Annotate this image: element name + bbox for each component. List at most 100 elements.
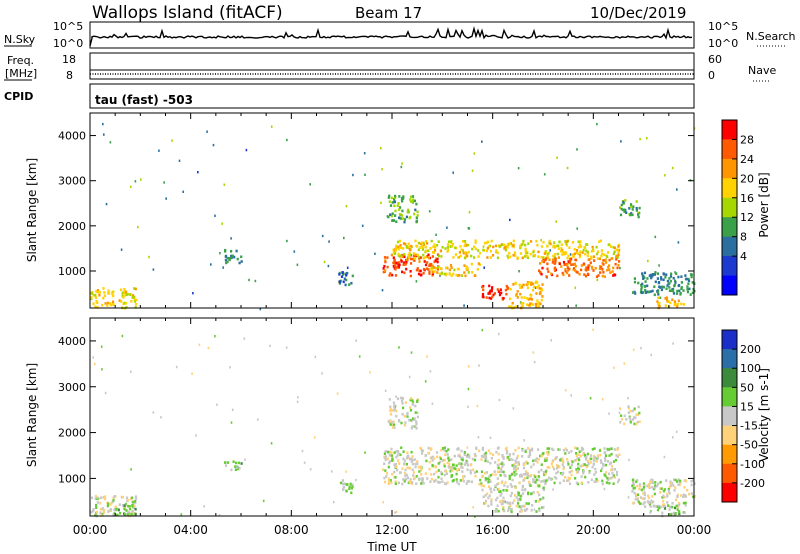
power-region-cell (622, 208, 625, 212)
power-region-cell (554, 245, 557, 248)
power-region-cell (538, 269, 541, 273)
velocity-region-cell (496, 483, 499, 486)
power-region-cell (668, 289, 671, 292)
velocity-region-cell (595, 477, 598, 481)
power-region-cell (532, 285, 536, 289)
power-region-cell (520, 296, 523, 299)
velocity-region-cell (643, 497, 646, 500)
velocity-region-cell (559, 458, 562, 462)
velocity-region-cell (690, 483, 693, 487)
power-region-cell (431, 255, 434, 258)
power-region-cell (399, 243, 402, 247)
power-region-cell (523, 296, 526, 299)
power-speckle-cell (534, 286, 537, 289)
velocity-region-cell (397, 481, 400, 485)
velocity-region-cell (445, 469, 448, 473)
power-region-cell (539, 262, 542, 265)
velocity-region-cell (481, 488, 484, 492)
power-region-cell (603, 275, 606, 278)
power-region-cell (130, 300, 133, 303)
velocity-region-cell (128, 505, 131, 508)
power-speckle-cell (129, 185, 132, 188)
power-region-cell (411, 200, 414, 203)
velocity-speckle-cell (130, 468, 132, 471)
power-region-cell (673, 283, 676, 287)
power-region-cell (600, 249, 603, 252)
velocity-region-cell (648, 485, 651, 489)
power-region-cell (628, 207, 631, 210)
power-region-cell (90, 297, 93, 301)
velocity-region-cell (499, 494, 502, 497)
power-region-cell (428, 270, 431, 274)
velocity-region-cell (445, 472, 449, 475)
velocity-speckle-cell (230, 421, 233, 424)
velocity-region-cell (648, 503, 651, 506)
power-region-cell (131, 296, 134, 299)
power-region-cell (395, 261, 398, 265)
power-region-cell (458, 274, 461, 277)
velocity-region-cell (636, 498, 639, 502)
velocity-speckle-cell (314, 355, 317, 359)
velocity-region-cell (529, 484, 532, 487)
velocity-region-cell (603, 447, 606, 450)
power-region-cell (483, 241, 487, 245)
velocity-region-cell (569, 466, 572, 469)
velocity-region-cell (608, 448, 611, 451)
power-region-cell (226, 260, 229, 264)
power-region-cell (582, 248, 585, 252)
power-region-cell (644, 285, 647, 288)
power-region-cell (224, 250, 227, 253)
velocity-speckle-cell (297, 396, 299, 399)
velocity-region-cell (411, 425, 414, 428)
velocity-region-cell (519, 510, 522, 513)
velocity-region-cell (669, 513, 672, 516)
power-region-cell (512, 283, 515, 286)
power-speckle-cell (327, 264, 330, 268)
velocity-region-cell (638, 420, 641, 423)
power-region-cell (345, 274, 348, 277)
velocity-region-cell (574, 477, 577, 480)
power-colorbar-tick-label: 4 (740, 250, 747, 263)
velocity-region-cell (553, 467, 556, 471)
power-region-cell (463, 244, 466, 248)
velocity-speckle-cell (570, 394, 572, 397)
velocity-region-cell (540, 454, 543, 458)
power-region-cell (398, 263, 401, 267)
power-region-cell (394, 194, 397, 198)
power-region-cell (405, 215, 408, 219)
velocity-region-cell (113, 512, 116, 515)
velocity-region-cell (514, 486, 517, 490)
power-region-cell (510, 305, 513, 308)
power-region-cell (423, 260, 426, 263)
velocity-region-cell (411, 403, 414, 406)
power-region-cell (545, 275, 548, 278)
velocity-region-cell (668, 508, 671, 511)
power-region-cell (123, 288, 126, 291)
power-region-cell (443, 272, 446, 276)
velocity-speckle-cell (243, 337, 246, 340)
velocity-region-cell (418, 470, 421, 473)
velocity-region-cell (560, 457, 563, 460)
velocity-region-cell (530, 465, 533, 469)
power-region-cell (520, 244, 523, 248)
velocity-region-cell (610, 468, 613, 472)
power-region-cell (637, 215, 640, 219)
velocity-region-cell (532, 491, 535, 494)
time-tick-label: 00:00 (677, 523, 712, 537)
power-region-cell (670, 289, 673, 292)
velocity-region-cell (506, 501, 509, 504)
power-region-cell (409, 262, 413, 265)
velocity-region-cell (673, 489, 676, 492)
power-region-cell (414, 208, 417, 212)
velocity-region-cell (534, 459, 537, 463)
velocity-region-cell (600, 469, 603, 473)
velocity-region-cell (393, 407, 396, 411)
velocity-region-cell (683, 511, 686, 514)
velocity-region-cell (125, 509, 128, 512)
power-region-cell (426, 267, 429, 270)
velocity-region-cell (546, 447, 549, 450)
velocity-region-cell (465, 482, 468, 485)
power-region-cell (415, 202, 418, 206)
velocity-region-cell (487, 480, 490, 484)
power-speckle-cell (270, 125, 273, 128)
